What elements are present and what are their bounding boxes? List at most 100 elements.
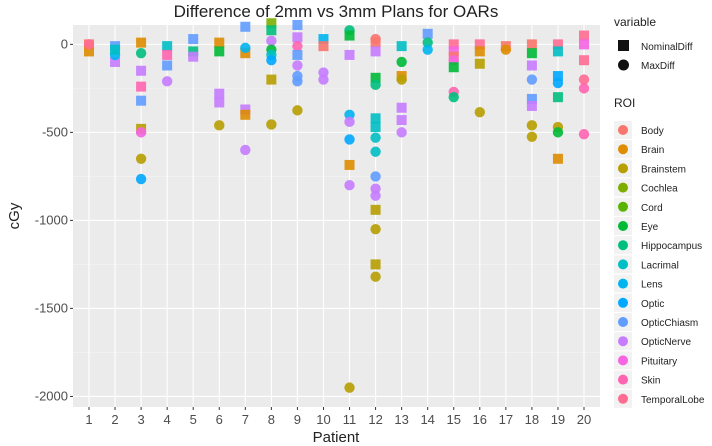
x-tick-label: 13	[394, 412, 408, 427]
legend-roi-label: Cochlea	[641, 184, 678, 195]
legend-key-color	[618, 355, 628, 366]
legend-roi-label: Lacrimal	[641, 260, 679, 271]
y-tick-label: -1500	[35, 300, 68, 315]
point-nominaldiff	[579, 30, 589, 41]
x-tick-label: 14	[420, 412, 434, 427]
point-maxdiff	[552, 77, 564, 89]
point-nominaldiff	[136, 37, 147, 48]
point-nominaldiff	[292, 32, 303, 43]
x-tick-label: 17	[499, 412, 513, 427]
point-maxdiff	[135, 153, 147, 164]
point-maxdiff	[135, 173, 147, 185]
legend-roi-label: Optic	[641, 299, 664, 310]
x-tick-label: 12	[368, 412, 382, 427]
point-maxdiff	[370, 224, 381, 235]
point-maxdiff	[526, 120, 538, 131]
legend-variable-title: variable	[614, 15, 656, 29]
point-maxdiff	[266, 55, 277, 66]
legend-key-color	[618, 317, 628, 327]
y-tick-label: -1000	[35, 212, 68, 227]
point-nominaldiff	[162, 60, 173, 71]
x-tick-label: 1	[85, 412, 92, 427]
point-nominaldiff	[422, 28, 433, 39]
x-tick-label: 15	[447, 412, 461, 427]
x-tick-label: 4	[164, 412, 171, 427]
legend-roi-label: OpticNerve	[641, 337, 691, 348]
legend: variable NominalDiff MaxDiff ROI Body Brain Br…	[614, 15, 705, 408]
legend-key-color	[618, 297, 628, 308]
legend-key-color	[618, 278, 628, 289]
point-nominaldiff	[240, 48, 251, 59]
x-tick-label: 16	[473, 412, 487, 427]
point-maxdiff	[396, 74, 407, 85]
chart-title: Difference of 2mm vs 3mm Plans for OARs	[174, 2, 499, 21]
legend-key-circle	[618, 59, 629, 71]
legend-key-square	[618, 40, 629, 51]
point-maxdiff	[292, 105, 303, 116]
point-maxdiff	[578, 83, 590, 94]
point-maxdiff	[344, 134, 355, 145]
point-maxdiff	[83, 39, 95, 50]
point-nominaldiff	[214, 37, 225, 48]
point-nominaldiff	[344, 159, 355, 170]
point-nominaldiff	[214, 88, 225, 99]
point-maxdiff	[552, 127, 564, 138]
point-nominaldiff	[292, 20, 303, 30]
x-tick-label: 19	[551, 412, 565, 427]
point-maxdiff	[214, 120, 225, 131]
legend-variable-label: NominalDiff	[641, 42, 693, 53]
legend-roi-label: Hippocampus	[641, 241, 702, 252]
point-maxdiff	[292, 76, 303, 87]
y-tick-label: -2000	[35, 388, 68, 403]
point-maxdiff	[370, 132, 381, 143]
x-tick-label: 5	[190, 412, 197, 427]
point-maxdiff	[266, 35, 277, 47]
legend-key-color	[618, 393, 628, 404]
point-nominaldiff	[448, 46, 459, 57]
point-nominaldiff	[370, 259, 381, 270]
point-nominaldiff	[396, 41, 407, 52]
x-axis-label: Patient	[313, 429, 361, 446]
point-nominaldiff	[344, 49, 355, 60]
x-tick-label: 18	[525, 412, 539, 427]
point-nominaldiff	[188, 51, 199, 62]
legend-roi-label: Pituitary	[641, 356, 677, 367]
point-maxdiff	[292, 60, 303, 71]
point-nominaldiff	[214, 46, 225, 57]
legend-key-color	[618, 201, 628, 212]
point-maxdiff	[161, 76, 173, 87]
legend-roi-label: TemporalLobe	[641, 395, 705, 406]
point-nominaldiff	[396, 115, 407, 126]
point-nominaldiff	[526, 39, 537, 50]
legend-key-color	[618, 125, 628, 135]
point-maxdiff	[240, 42, 251, 54]
point-maxdiff	[578, 128, 590, 140]
point-nominaldiff	[370, 46, 381, 57]
point-maxdiff	[370, 171, 381, 182]
legend-roi-label: Cord	[641, 203, 663, 214]
point-nominaldiff	[474, 39, 485, 50]
point-nominaldiff	[136, 65, 147, 76]
point-nominaldiff	[526, 93, 537, 104]
point-maxdiff	[370, 271, 381, 282]
point-maxdiff	[500, 44, 512, 55]
x-tick-label: 11	[343, 412, 357, 427]
point-maxdiff	[526, 131, 538, 142]
y-axis-label: cGy	[6, 202, 23, 229]
point-nominaldiff	[162, 41, 173, 52]
x-tick-label: 9	[294, 412, 301, 427]
point-nominaldiff	[552, 92, 563, 103]
point-nominaldiff	[552, 46, 563, 57]
point-nominaldiff	[552, 39, 563, 50]
point-nominaldiff	[448, 39, 459, 50]
legend-roi-label: Eye	[641, 222, 659, 233]
point-nominaldiff	[188, 46, 199, 57]
point-nominaldiff	[396, 102, 407, 113]
point-nominaldiff	[136, 95, 147, 106]
legend-roi-label: Body	[641, 126, 664, 137]
legend-roi-label: Brain	[641, 145, 664, 156]
legend-roi-label: Skin	[641, 376, 660, 387]
point-maxdiff	[578, 74, 590, 85]
